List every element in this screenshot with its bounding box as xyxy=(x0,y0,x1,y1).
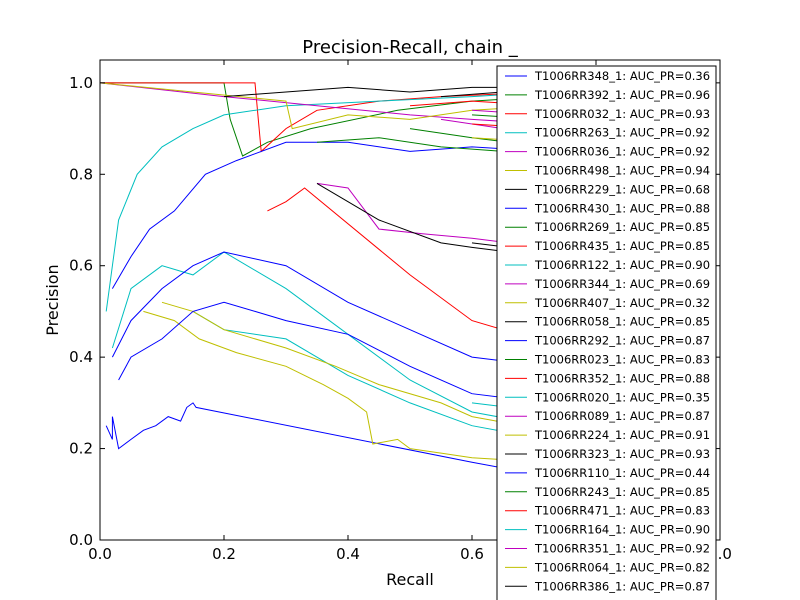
legend-label: T1006RR498_1: AUC_PR=0.94 xyxy=(534,164,710,178)
y-tick-label: 0.8 xyxy=(69,165,93,183)
x-tick-label: 0.4 xyxy=(336,545,360,563)
legend-label: T1006RR122_1: AUC_PR=0.90 xyxy=(534,258,710,272)
legend-label: T1006RR407_1: AUC_PR=0.32 xyxy=(534,296,710,310)
y-tick-label: 0.4 xyxy=(69,348,93,366)
legend-label: T1006RR164_1: AUC_PR=0.90 xyxy=(534,523,710,537)
y-tick-label: 0.6 xyxy=(69,257,93,275)
legend-label: T1006RR032_1: AUC_PR=0.93 xyxy=(534,107,710,121)
legend-label: T1006RR292_1: AUC_PR=0.87 xyxy=(534,334,710,348)
series-line-0 xyxy=(105,402,547,477)
series-line-13 xyxy=(316,182,547,258)
legend-label: T1006RR023_1: AUC_PR=0.83 xyxy=(534,353,710,367)
series-line-6 xyxy=(223,86,547,98)
series-line-10 xyxy=(111,251,547,427)
series-line-11 xyxy=(316,182,547,248)
x-tick-label: 0.6 xyxy=(460,545,484,563)
legend-box xyxy=(496,65,717,600)
legend-label: T1006RR243_1: AUC_PR=0.85 xyxy=(534,485,710,499)
legend-label: T1006RR344_1: AUC_PR=0.69 xyxy=(534,277,710,291)
legend-label: T1006RR392_1: AUC_PR=0.96 xyxy=(534,88,710,102)
y-tick-label: 0.0 xyxy=(69,531,93,549)
legend-label: T1006RR351_1: AUC_PR=0.92 xyxy=(534,542,710,556)
legend-label: T1006RR348_1: AUC_PR=0.36 xyxy=(534,69,710,83)
legend-label: T1006RR064_1: AUC_PR=0.82 xyxy=(534,560,710,574)
series-line-19 xyxy=(161,301,547,431)
legend-label: T1006RR089_1: AUC_PR=0.87 xyxy=(534,409,710,423)
series-line-21 xyxy=(118,301,547,404)
legend-label: T1006RR058_1: AUC_PR=0.85 xyxy=(534,315,710,329)
x-tick-label: 0.0 xyxy=(88,545,112,563)
legend-label: T1006RR430_1: AUC_PR=0.88 xyxy=(534,201,710,215)
legend-label: T1006RR020_1: AUC_PR=0.35 xyxy=(534,390,710,404)
x-axis-label: Recall xyxy=(386,570,434,589)
legend-label: T1006RR036_1: AUC_PR=0.92 xyxy=(534,145,710,159)
legend-label: T1006RR229_1: AUC_PR=0.68 xyxy=(534,182,710,196)
y-tick-label: 1.0 xyxy=(69,74,93,92)
x-tick-label: 0.2 xyxy=(212,545,236,563)
legend: T1006RR348_1: AUC_PR=0.36 T1006RR392_1: A… xyxy=(496,65,717,600)
series-line-7 xyxy=(111,141,547,289)
y-axis-label: Precision xyxy=(43,264,62,335)
series-line-3 xyxy=(105,91,547,312)
axes-frame xyxy=(99,59,721,541)
legend-label: T1006RR473_1: AUC_PR=0.47 xyxy=(534,598,710,600)
series-line-12 xyxy=(143,310,547,463)
series-line-14 xyxy=(111,251,547,367)
legend-label: T1006RR386_1: AUC_PR=0.87 xyxy=(534,579,710,593)
legend-label: T1006RR352_1: AUC_PR=0.88 xyxy=(534,371,710,385)
chart-title: Precision-Recall, chain _ xyxy=(302,37,518,58)
y-tick-label: 0.2 xyxy=(69,440,93,458)
legend-label: T1006RR323_1: AUC_PR=0.93 xyxy=(534,447,710,461)
legend-label: T1006RR435_1: AUC_PR=0.85 xyxy=(534,239,710,253)
series-line-4 xyxy=(100,82,547,125)
legend-label: T1006RR224_1: AUC_PR=0.91 xyxy=(534,428,710,442)
legend-label: T1006RR471_1: AUC_PR=0.83 xyxy=(534,504,710,518)
legend-label: T1006RR110_1: AUC_PR=0.44 xyxy=(534,466,710,480)
legend-label: T1006RR269_1: AUC_PR=0.85 xyxy=(534,220,710,234)
legend-label: T1006RR263_1: AUC_PR=0.92 xyxy=(534,126,710,140)
